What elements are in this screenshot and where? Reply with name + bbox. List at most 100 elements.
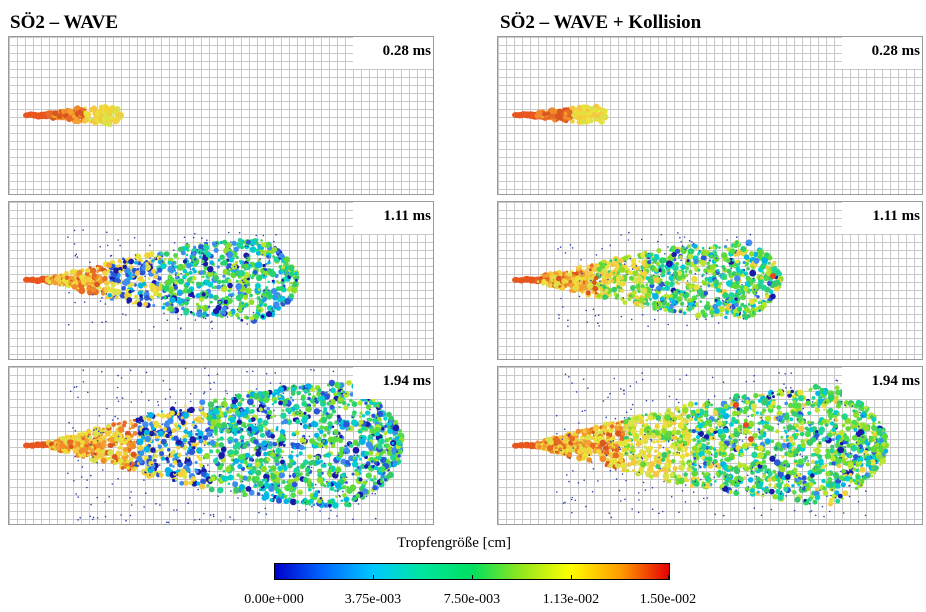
- spray-droplet: [209, 439, 216, 446]
- spray-droplet: [182, 411, 190, 419]
- spray-droplet: [295, 278, 298, 282]
- spray-droplet: [270, 451, 276, 458]
- spray-droplet: [93, 118, 97, 122]
- spray-droplet: [700, 260, 707, 267]
- spray-droplet: [390, 454, 397, 461]
- spray-droplet: [228, 293, 232, 297]
- spray-droplet: [289, 458, 295, 464]
- spray-droplet: [618, 266, 625, 273]
- spray-droplet: [244, 293, 247, 295]
- spray-droplet: [144, 275, 146, 278]
- spray-droplet: [278, 395, 281, 398]
- spray-droplet: [173, 249, 175, 251]
- spray-droplet: [567, 325, 569, 328]
- spray-droplet: [200, 478, 207, 485]
- spray-droplet: [270, 449, 274, 452]
- spray-droplet: [760, 263, 767, 270]
- spray-droplet: [208, 442, 210, 444]
- spray-droplet: [638, 296, 645, 304]
- spray-droplet: [138, 421, 141, 424]
- spray-droplet: [145, 262, 149, 266]
- spray-droplet: [718, 306, 725, 313]
- spray-droplet: [266, 390, 270, 394]
- spray-droplet: [327, 421, 333, 427]
- spray-droplet: [827, 476, 833, 483]
- spray-droplet: [321, 499, 324, 502]
- spray-droplet: [117, 426, 125, 433]
- spray-droplet: [153, 326, 155, 328]
- spray-droplet: [334, 471, 337, 474]
- spray-droplet: [595, 113, 601, 119]
- spray-droplet: [630, 459, 638, 466]
- spray-droplet: [245, 315, 250, 320]
- spray-droplet: [788, 402, 794, 409]
- spray-droplet: [175, 439, 182, 446]
- spray-droplet: [373, 475, 377, 479]
- spray-droplet: [214, 432, 218, 436]
- spray-droplet: [209, 300, 213, 304]
- spray-droplet: [699, 300, 703, 303]
- spray-droplet: [316, 436, 322, 442]
- spray-droplet: [770, 293, 776, 300]
- spray-droplet: [672, 426, 677, 431]
- spray-droplet: [201, 471, 207, 477]
- spray-droplet: [75, 385, 78, 388]
- spray-droplet: [49, 277, 52, 280]
- spray-droplet: [334, 489, 337, 492]
- spray-droplet: [169, 396, 172, 398]
- spray-droplet: [192, 420, 195, 424]
- spray-droplet: [189, 400, 192, 403]
- spray-droplet: [82, 229, 84, 231]
- spray-droplet: [136, 301, 143, 307]
- spray-droplet: [752, 251, 759, 257]
- spray-droplet: [154, 469, 157, 471]
- spray-droplet: [177, 461, 180, 464]
- spray-droplet: [342, 490, 344, 493]
- spray-droplet: [267, 418, 269, 420]
- spray-droplet: [725, 301, 727, 303]
- spray-droplet: [310, 368, 312, 371]
- spray-droplet: [765, 450, 771, 456]
- spray-droplet: [598, 325, 600, 327]
- spray-droplet: [271, 483, 274, 486]
- spray-droplet: [392, 424, 400, 432]
- spray-droplet: [218, 300, 222, 304]
- spray-droplet: [656, 248, 662, 254]
- spray-droplet: [277, 484, 281, 488]
- spray-droplet: [176, 296, 181, 301]
- spray-droplet: [768, 488, 775, 495]
- spray-droplet: [597, 322, 599, 324]
- spray-droplet: [277, 386, 285, 393]
- spray-panel-collision-t2: 1.11 ms: [497, 201, 923, 360]
- spray-droplet: [648, 252, 650, 255]
- spray-droplet: [242, 409, 245, 412]
- spray-droplet: [155, 450, 159, 453]
- spray-droplet: [305, 472, 310, 477]
- spray-droplet: [246, 465, 249, 468]
- spray-droplet: [676, 274, 683, 281]
- spray-droplet: [273, 414, 277, 418]
- spray-droplet: [281, 265, 286, 270]
- spray-droplet: [211, 320, 213, 323]
- spray-droplet: [100, 457, 107, 464]
- spray-droplet: [259, 258, 261, 260]
- spray-droplet: [270, 433, 276, 439]
- spray-droplet: [324, 504, 327, 507]
- spray-droplet: [574, 275, 581, 282]
- spray-droplet: [240, 318, 244, 322]
- spray-droplet: [372, 481, 377, 486]
- spray-droplet: [161, 296, 164, 299]
- spray-droplet: [329, 486, 335, 491]
- spray-droplet: [323, 484, 327, 488]
- spray-droplet: [574, 285, 580, 290]
- spray-droplet: [686, 305, 689, 307]
- spray-droplet: [162, 302, 166, 306]
- spray-droplet: [259, 304, 262, 307]
- spray-droplet: [160, 298, 163, 300]
- spray-droplet: [265, 262, 268, 266]
- spray-droplet: [232, 404, 238, 410]
- spray-droplet: [147, 412, 149, 414]
- spray-droplet: [215, 414, 221, 421]
- spray-droplet: [183, 236, 186, 239]
- spray-droplet: [313, 455, 316, 458]
